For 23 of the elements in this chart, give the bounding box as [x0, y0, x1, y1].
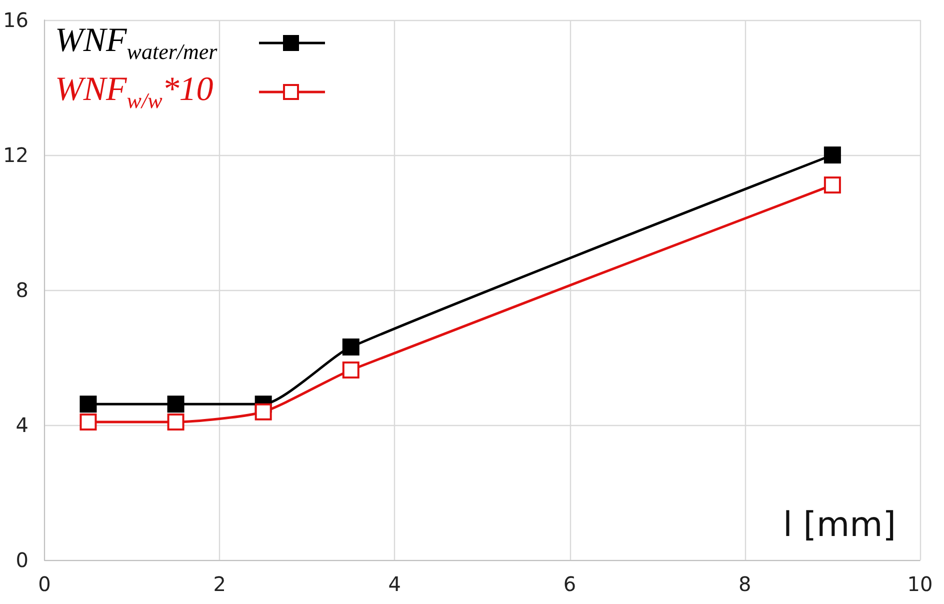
point [167, 413, 184, 430]
point [342, 361, 360, 378]
x-tick-label: 2 [213, 572, 226, 596]
y-tick-label: 16 [2, 8, 28, 32]
x-tick-label: 8 [738, 572, 752, 596]
point [824, 176, 841, 194]
point [254, 403, 272, 420]
x-tick-label: 0 [38, 572, 51, 596]
y-tick-label: 12 [2, 143, 28, 167]
point [167, 396, 184, 413]
point [80, 396, 97, 413]
x-axis-title: l [mm] [782, 505, 896, 545]
x-tick-label: 4 [388, 572, 402, 596]
point [342, 338, 360, 356]
x-tick-label: 6 [563, 572, 576, 596]
y-tick-label: 8 [16, 278, 28, 302]
point [824, 146, 841, 164]
legend-label: WNF$_{water/mer}$ [55, 22, 218, 65]
y-tick-label: 0 [16, 548, 28, 572]
x-tick-label: 10 [907, 572, 933, 596]
y-tick-label: 4 [16, 413, 28, 437]
legend-label: WNF$_{w/w}$*10 [55, 70, 214, 114]
point [80, 413, 97, 430]
